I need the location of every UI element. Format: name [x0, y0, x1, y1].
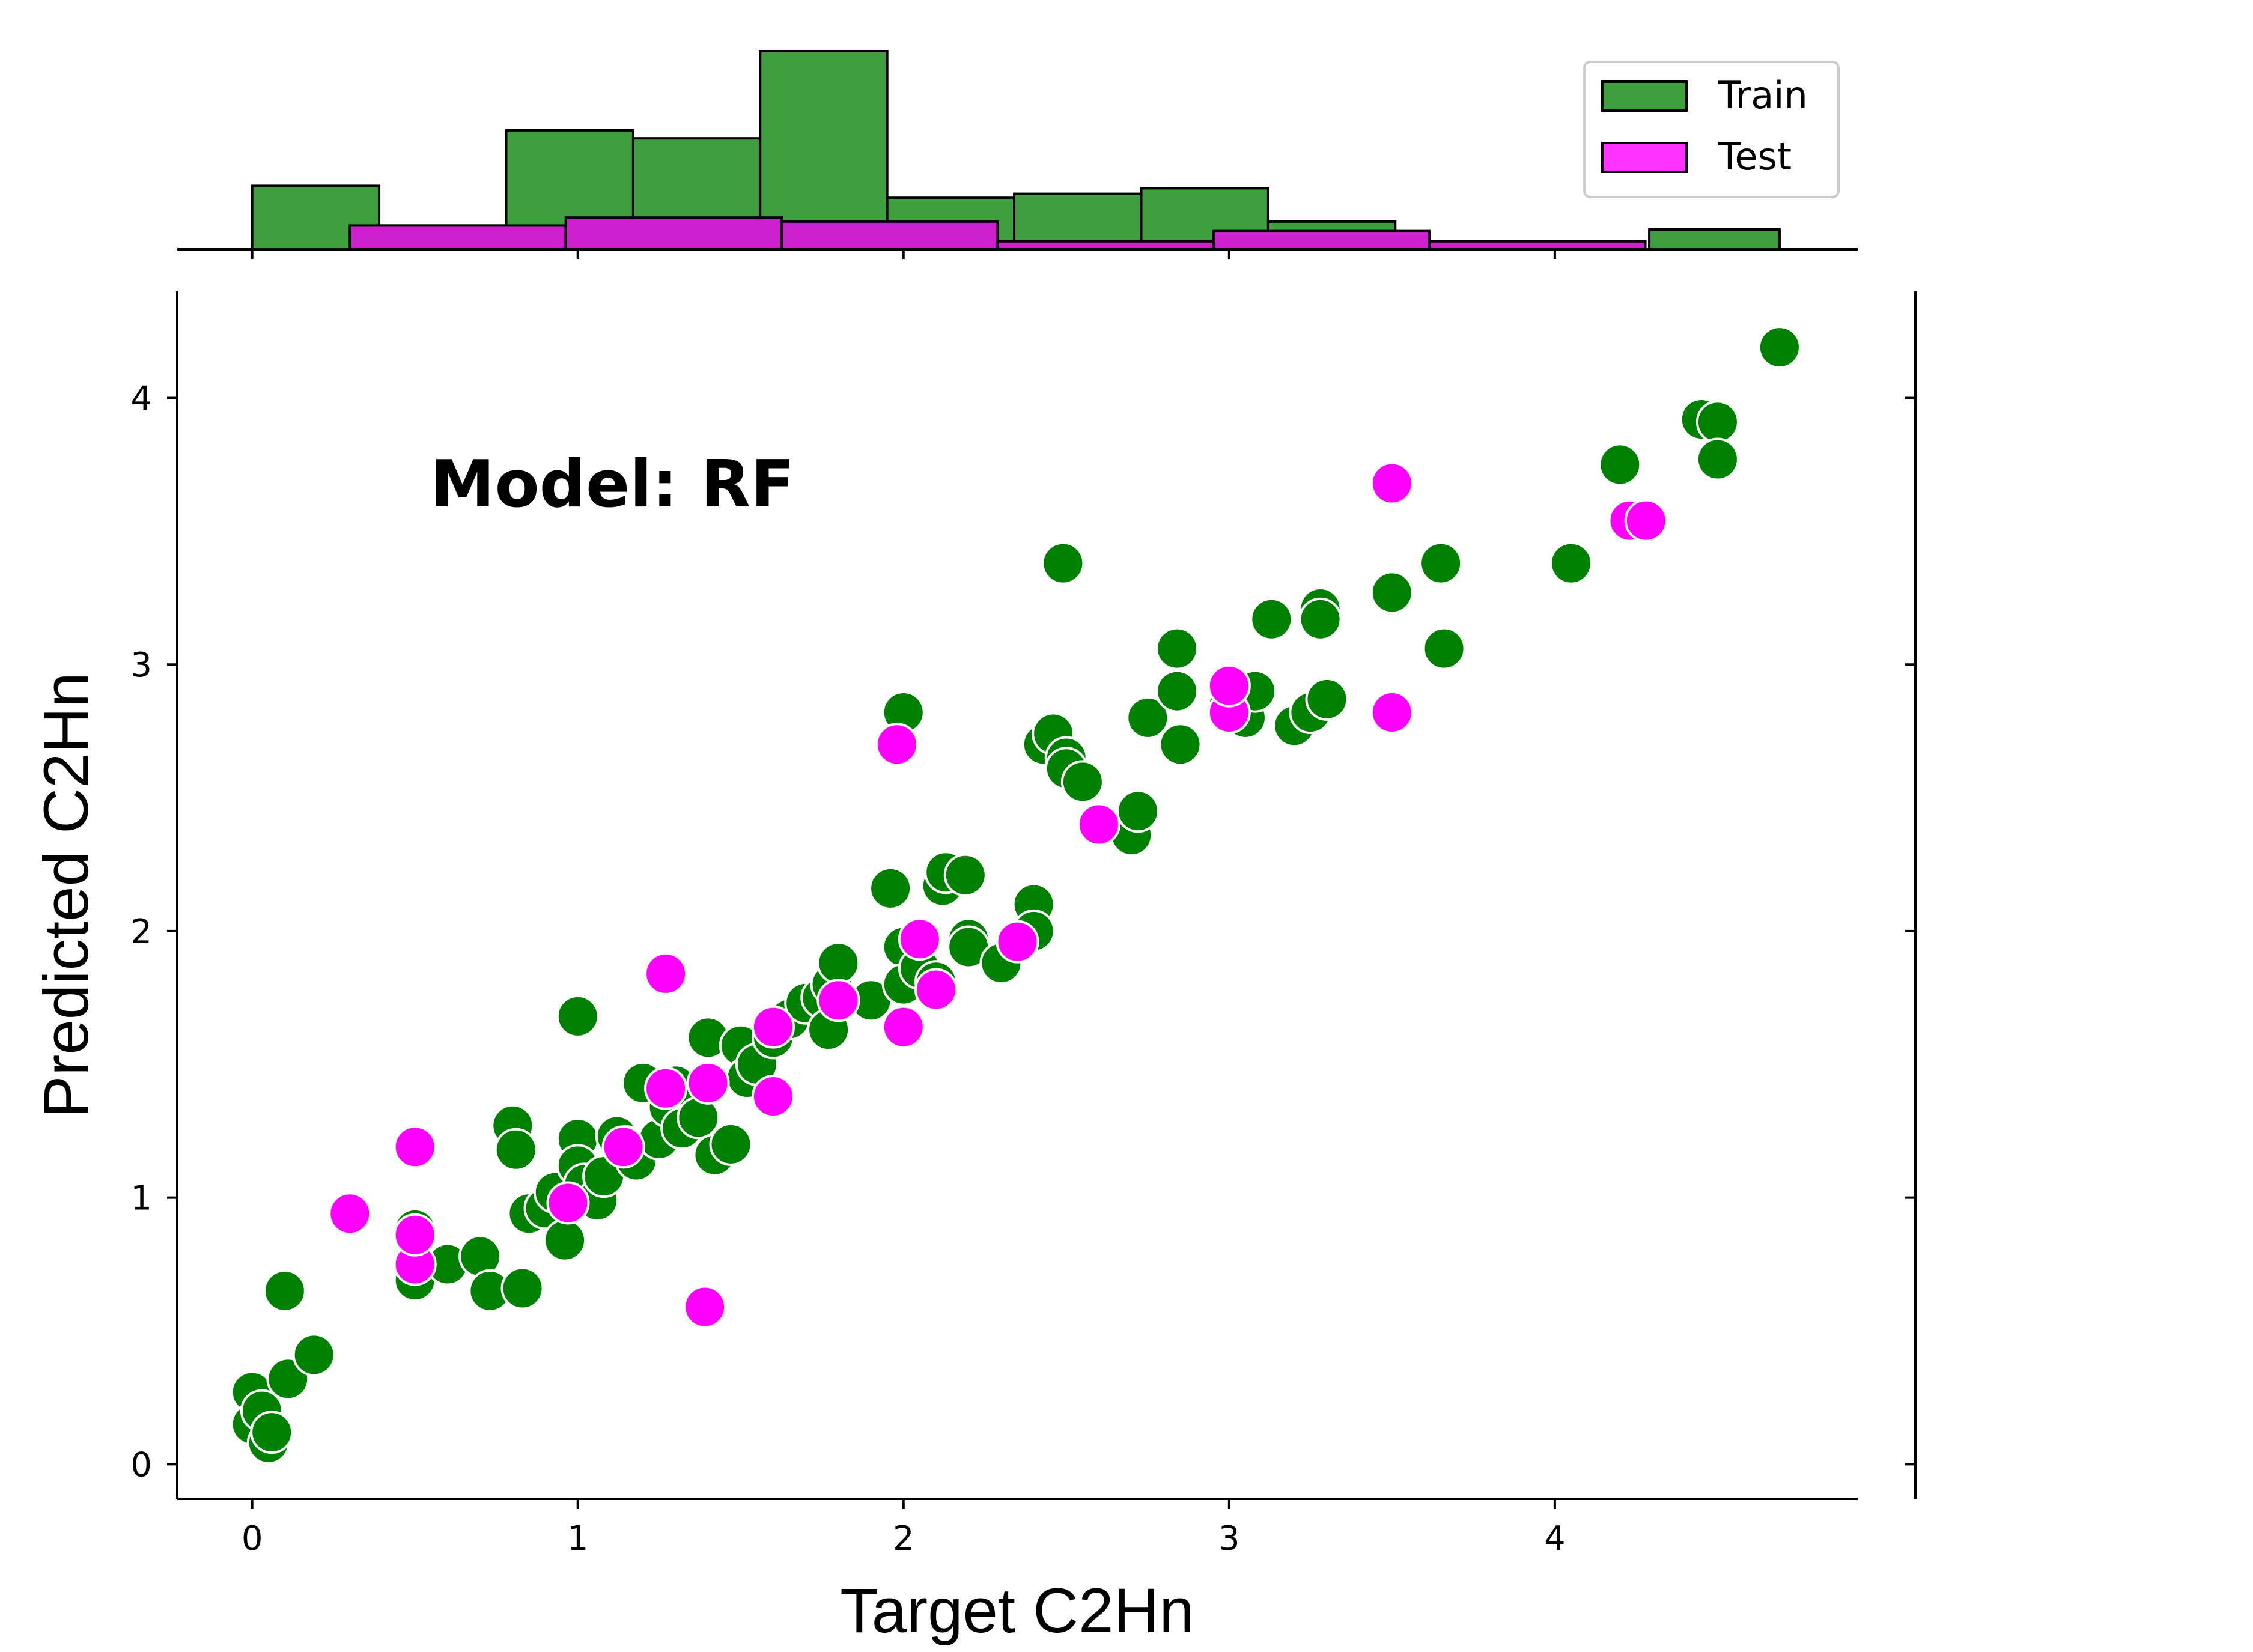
x-tick-label: 2 [893, 1519, 914, 1558]
scatter-point-train [1305, 677, 1349, 721]
scatter-point-train [1370, 571, 1414, 615]
scatter-point-test [393, 1125, 437, 1169]
scatter-point-train [1155, 627, 1199, 670]
scatter-point-test [1370, 691, 1414, 735]
x-tick-label: 0 [242, 1519, 263, 1558]
scatter-point-train [556, 994, 600, 1038]
scatter-point-test [898, 917, 941, 961]
scatter-point-train [500, 1266, 544, 1310]
scatter-point-train [943, 853, 987, 897]
scatter-point-train [1549, 541, 1593, 585]
scatter-point-train [816, 941, 860, 985]
scatter-point-train [1155, 669, 1199, 713]
scatter-point-train [1041, 541, 1085, 585]
scatter-point-test [1624, 499, 1668, 542]
histogram-x-ticks [251, 249, 1556, 259]
scatter-point-test [875, 723, 919, 767]
scatter-point-test [644, 952, 688, 995]
scatter-point-test [816, 979, 860, 1022]
legend: Train Test [1583, 61, 1840, 198]
histogram-bars [251, 50, 1781, 251]
right-marginal-ticks [1905, 396, 1915, 1466]
legend-label-test: Test [1718, 135, 1792, 178]
scatter-panel: 0 1 2 3 4 0 1 2 3 4 Model: RF [130, 291, 1917, 1558]
histogram-bar-train [1648, 228, 1781, 251]
x-axis-ticks: 0 1 2 3 4 [242, 1499, 1566, 1558]
scatter-point-train [1757, 326, 1801, 369]
scatter-point-train [869, 866, 913, 910]
scatter-point-test [881, 1005, 925, 1049]
y-tick-label: 0 [130, 1445, 152, 1484]
scatter-point-test [751, 1005, 795, 1049]
scatter-point-test [996, 920, 1039, 964]
y-tick-label: 2 [130, 913, 152, 952]
histogram-bar-test [348, 224, 567, 251]
scatter-point-test [546, 1181, 590, 1225]
scatter-point-train [1126, 696, 1170, 739]
scatter-point-train [1695, 437, 1739, 481]
y-axis-title: Predicted C2Hn [31, 672, 102, 1117]
scatter-point-test [644, 1066, 688, 1110]
scatter-point-train [263, 1269, 306, 1313]
scatter-point-train [1158, 723, 1202, 767]
x-tick-label: 4 [1544, 1519, 1566, 1558]
scatter-point-test [393, 1213, 437, 1257]
scatter-point-test [1077, 803, 1121, 846]
scatter-point-train [1250, 597, 1294, 641]
y-tick-label: 4 [130, 379, 152, 418]
model-annotation: Model: RF [430, 447, 795, 522]
scatter-point-train [1116, 789, 1160, 833]
x-tick-label: 3 [1218, 1519, 1240, 1558]
legend-swatch-test [1601, 142, 1688, 173]
scatter-point-train [543, 1218, 587, 1262]
scatter-point-train [494, 1128, 538, 1171]
scatter-point-train [1695, 400, 1739, 444]
histogram-bar-test [1212, 229, 1431, 251]
legend-swatch-train [1601, 80, 1688, 112]
histogram-bar-test [780, 220, 999, 251]
scatter-point-test [1370, 461, 1414, 505]
scatter-point-test [683, 1285, 727, 1329]
y-tick-label: 3 [130, 646, 152, 685]
x-tick-label: 1 [567, 1519, 589, 1558]
histogram-bar-test [564, 216, 783, 251]
legend-label-train: Train [1718, 73, 1808, 117]
y-tick-label: 1 [130, 1179, 152, 1218]
x-axis-title: Target C2Hn [840, 1576, 1194, 1646]
marginal-histogram [177, 50, 1858, 259]
scatter-point-test [328, 1192, 372, 1236]
scatter-point-test [601, 1125, 645, 1169]
scatter-point-train [1598, 443, 1642, 487]
scatter-point-train [292, 1333, 336, 1377]
scatter-point-train [1060, 760, 1104, 804]
y-axis-ticks: 0 1 2 3 4 [130, 379, 177, 1484]
scatter-points [230, 326, 1801, 1465]
scatter-point-train [709, 1122, 753, 1166]
scatter-point-test [686, 1061, 730, 1105]
scatter-point-test [751, 1075, 795, 1118]
scatter-point-test [1207, 664, 1251, 708]
scatter-point-train [1422, 627, 1466, 670]
scatter-point-train [1298, 597, 1342, 641]
scatter-point-train [1419, 541, 1463, 585]
scatter-point-train [250, 1411, 294, 1454]
scatter-point-test [914, 968, 958, 1012]
